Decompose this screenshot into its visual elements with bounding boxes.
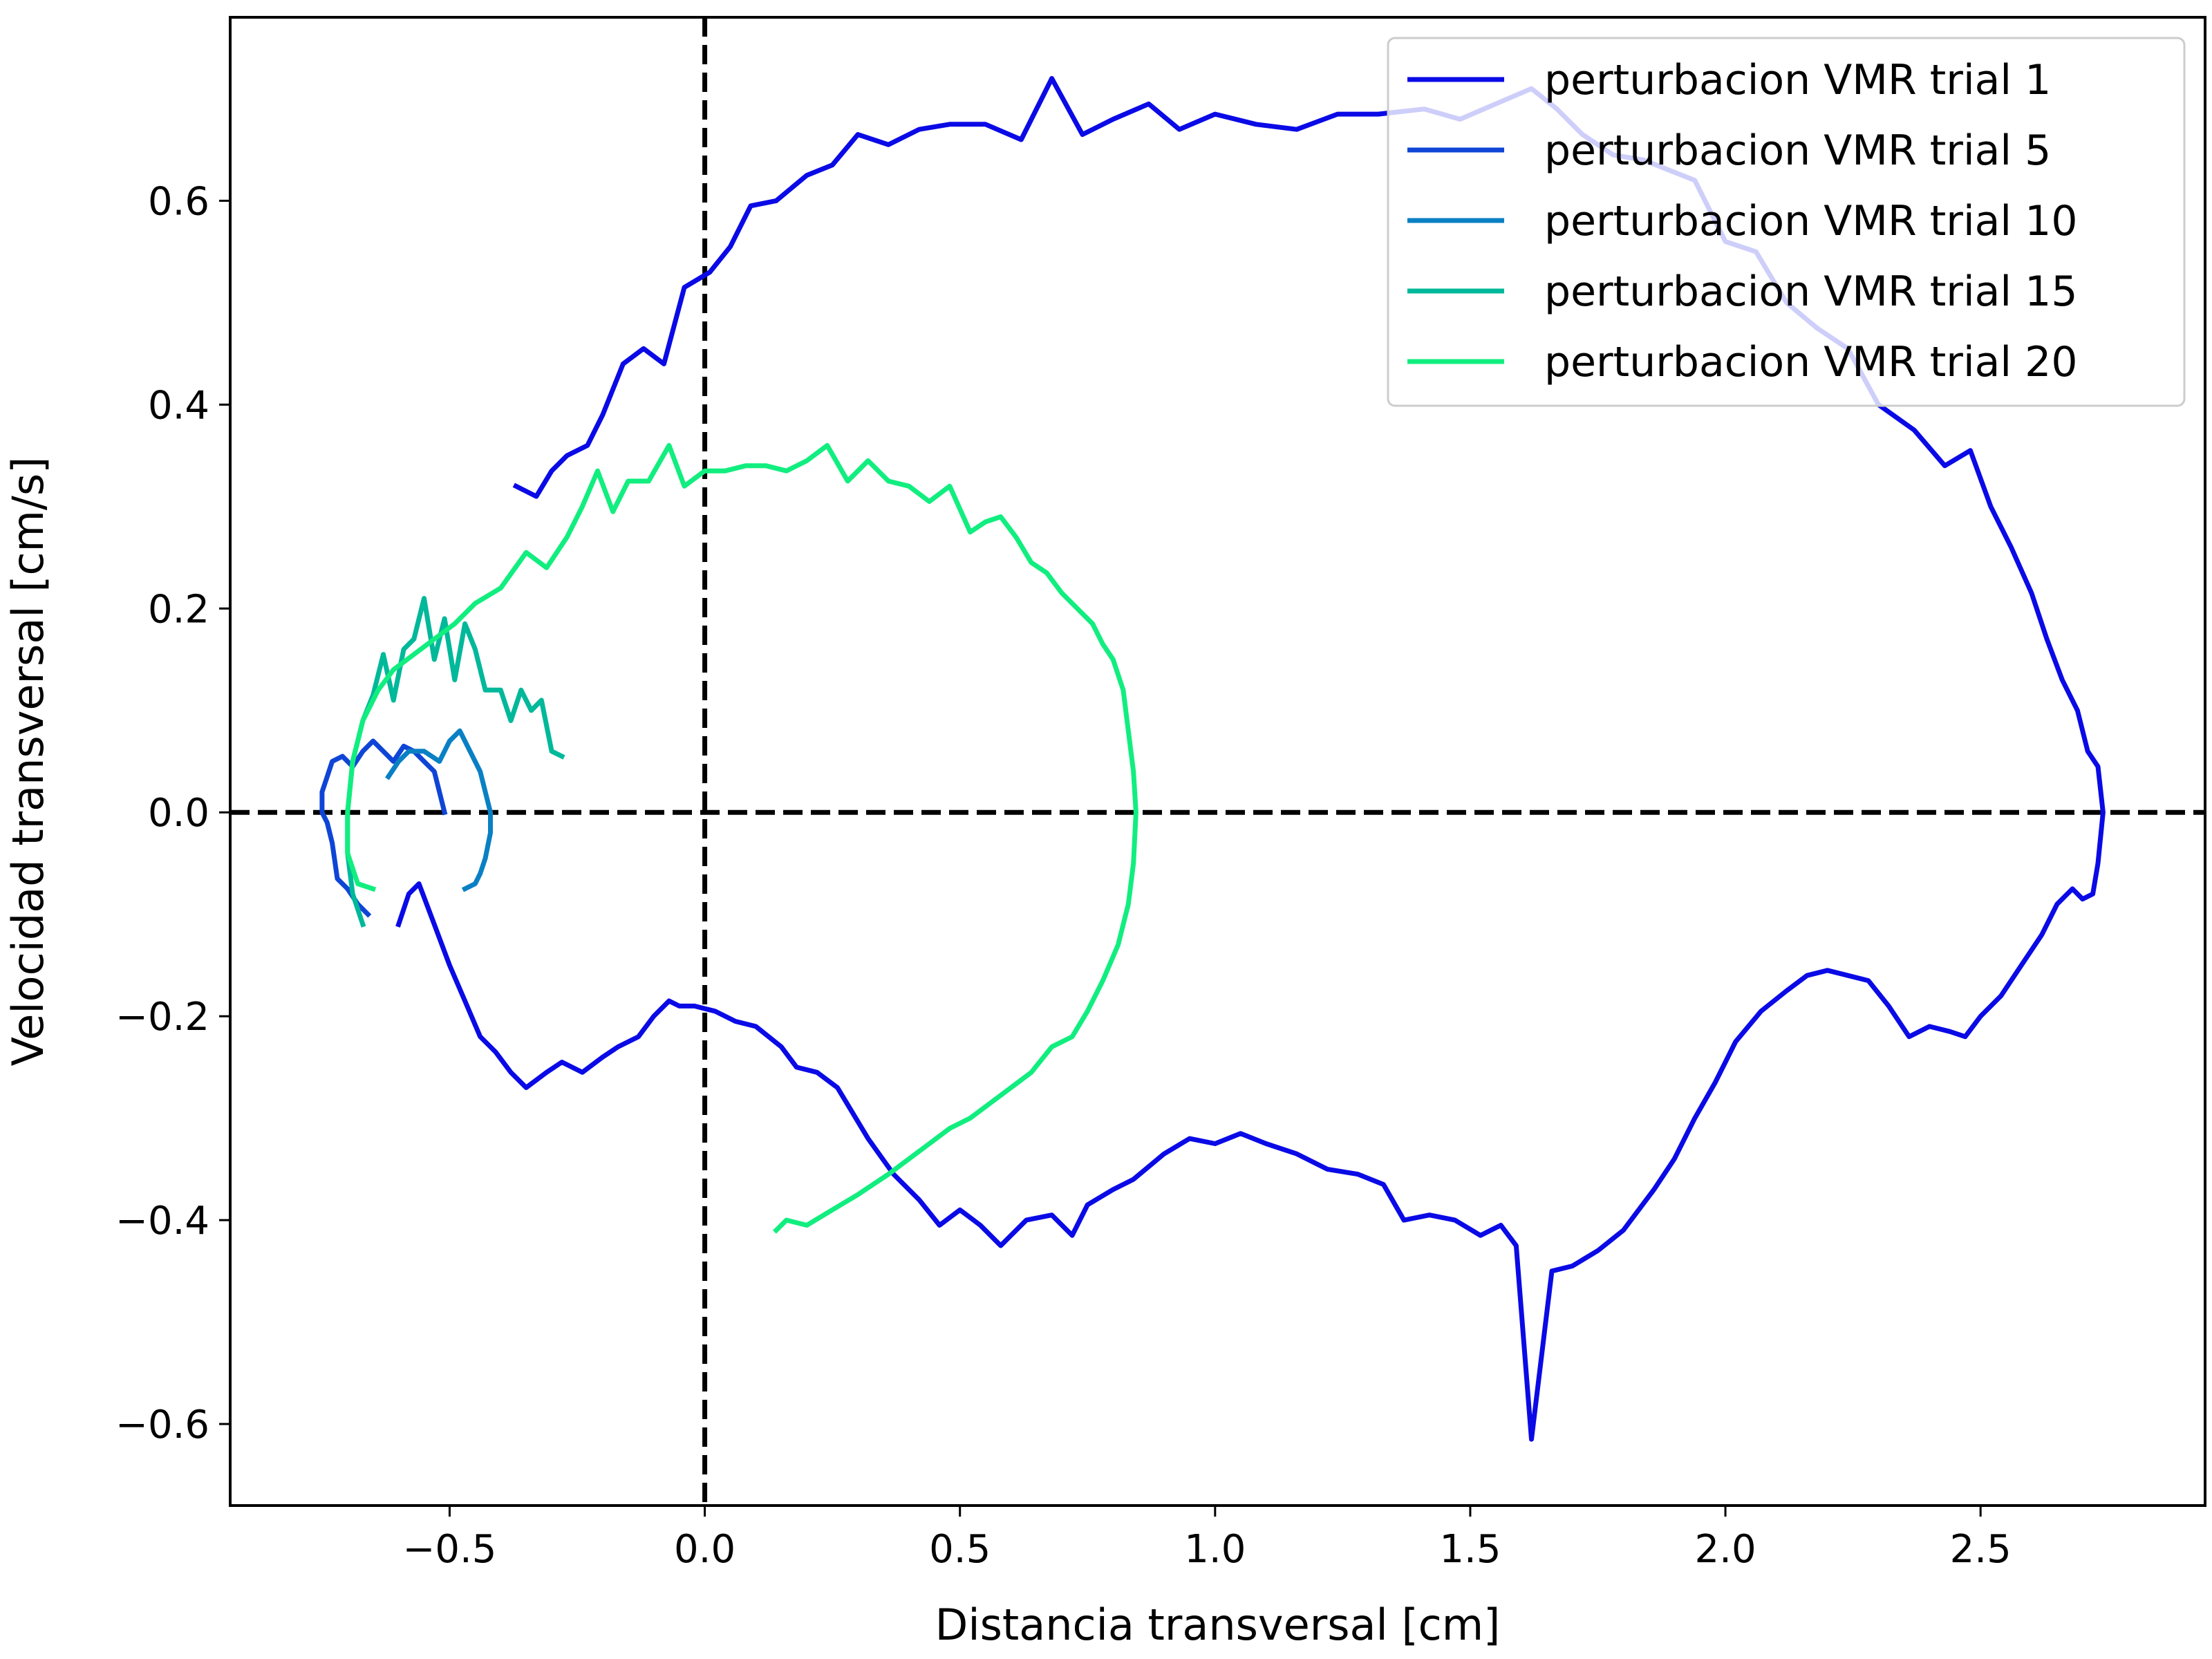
- series-line-trial-2: [319, 738, 448, 918]
- y-tick-label: 0.0: [148, 791, 209, 836]
- series-line-trial-3: [385, 728, 493, 892]
- x-axis-label: Distancia transversal [cm]: [935, 1600, 1501, 1650]
- legend-entry-label: perturbacion VMR trial 20: [1544, 338, 2078, 386]
- x-tick-label: 0.5: [929, 1527, 991, 1572]
- series-line-trial-1: [395, 76, 2106, 1442]
- y-tick-label: −0.6: [115, 1403, 209, 1447]
- y-axis-ticks: −0.6 −0.4 −0.2 0.0 0.2 0.4 0.6: [115, 179, 230, 1447]
- legend-entry-label: perturbacion VMR trial 5: [1544, 126, 2051, 175]
- legend-entry-label: perturbacion VMR trial 15: [1544, 268, 2078, 316]
- y-tick-label: −0.2: [115, 995, 209, 1040]
- axes-frame: [229, 16, 2206, 1507]
- y-tick-label: 0.6: [148, 179, 209, 224]
- y-axis-label: Velocidad transversal [cm/s]: [3, 457, 53, 1067]
- x-axis-ticks: −0.5 0.0 0.5 1.0 1.5 2.0 2.5: [402, 1506, 2012, 1572]
- legend-entry-label: perturbacion VMR trial 1: [1544, 56, 2051, 104]
- y-tick-label: −0.4: [115, 1199, 209, 1244]
- legend-entry-label: perturbacion VMR trial 10: [1544, 197, 2078, 245]
- series-line-trial-5: [345, 442, 1138, 1234]
- legend: perturbacion VMR trial 1 perturbacion VMR…: [1387, 37, 2186, 407]
- legend-box: [1387, 37, 2186, 407]
- reference-lines: [230, 17, 2205, 1506]
- x-tick-label: 1.5: [1439, 1527, 1501, 1572]
- x-tick-label: 2.0: [1695, 1527, 1756, 1572]
- series-layer: [319, 76, 2106, 1442]
- y-tick-label: 0.4: [148, 383, 209, 428]
- x-tick-label: 2.5: [1950, 1527, 2012, 1572]
- x-tick-label: 1.0: [1184, 1527, 1246, 1572]
- x-tick-label: −0.5: [402, 1527, 496, 1572]
- y-tick-label: 0.2: [148, 587, 209, 632]
- x-tick-label: 0.0: [674, 1527, 735, 1572]
